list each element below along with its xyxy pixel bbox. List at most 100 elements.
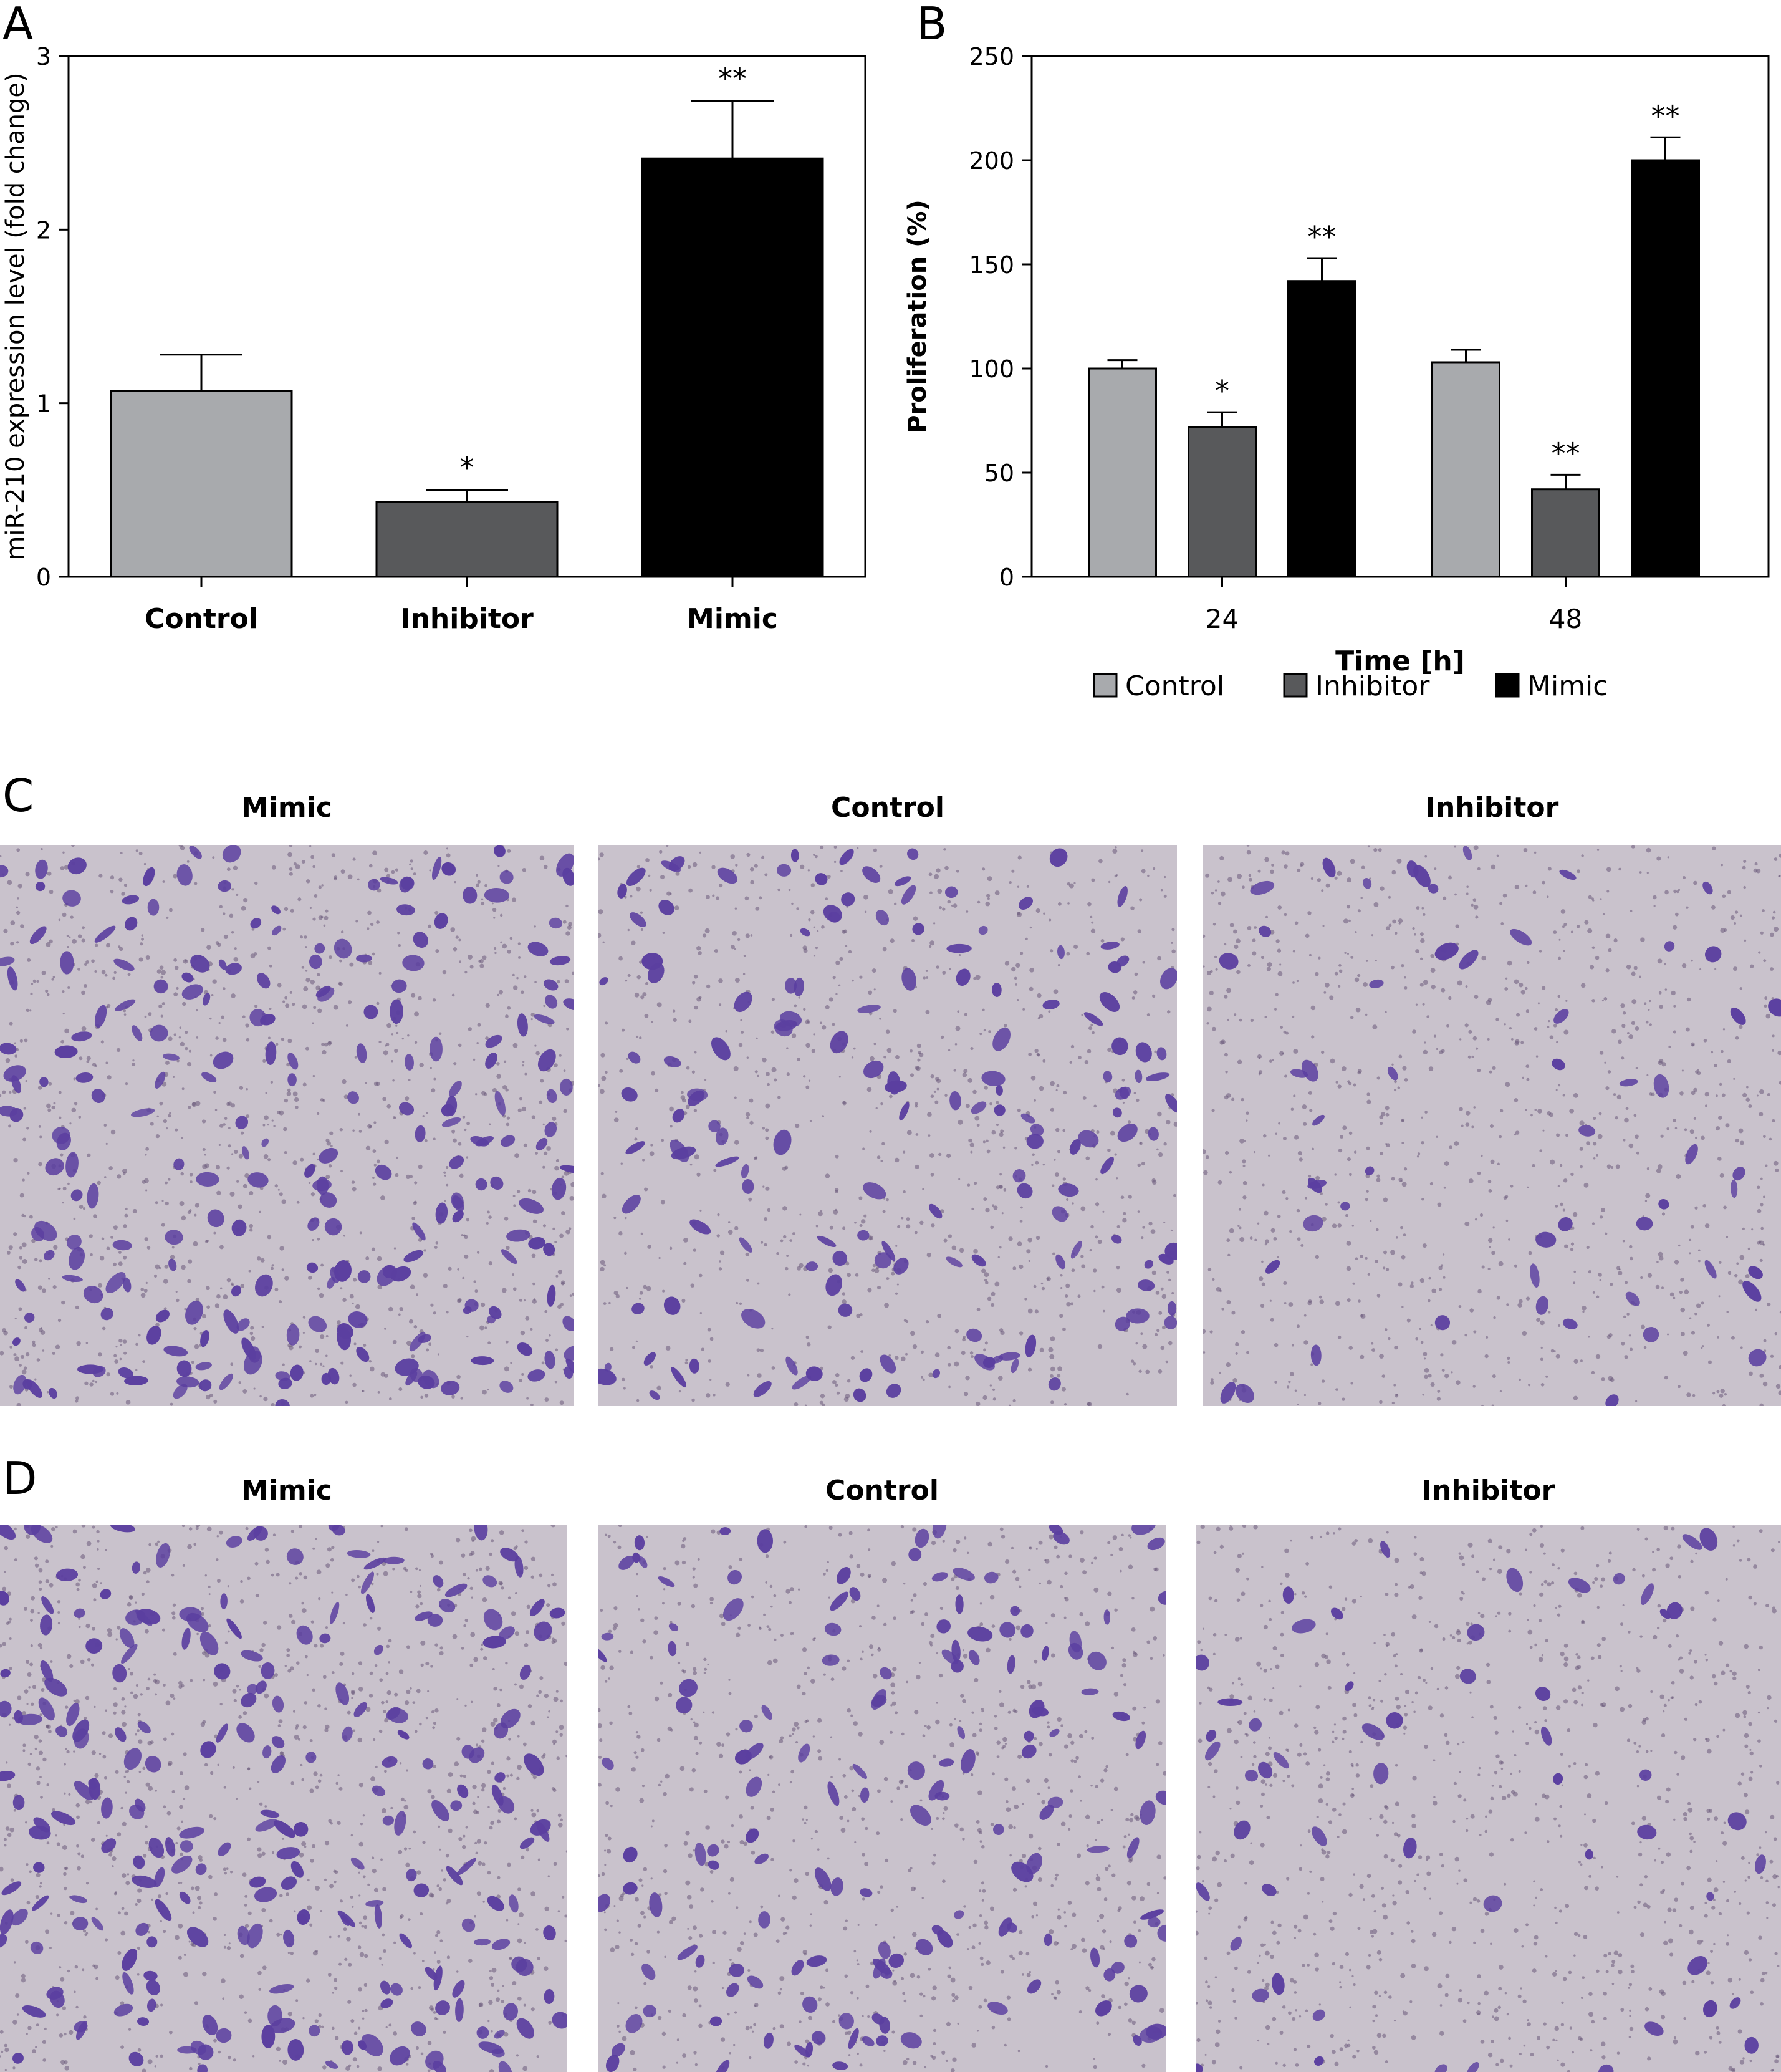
debris-dot [348,1962,352,1967]
debris-dot [192,1102,196,1106]
debris-dot [1134,1652,1137,1655]
debris-dot [1701,1345,1704,1347]
debris-dot [196,1632,199,1636]
debris-dot [1779,853,1781,858]
debris-dot [1277,905,1282,910]
debris-dot [1474,1218,1477,1221]
debris-dot [355,1304,360,1309]
debris-dot [132,1063,136,1066]
stained-cell [1020,1113,1035,1124]
debris-dot [1237,1059,1242,1064]
debris-dot [1297,1403,1299,1406]
debris-dot [310,1858,314,1863]
debris-dot [625,979,628,982]
micrograph-title-d-control: Control [825,1475,939,1506]
debris-dot [731,945,735,950]
debris-dot [714,948,718,953]
debris-dot [333,1869,337,1873]
debris-dot [87,1657,91,1662]
debris-dot [1719,1173,1724,1178]
debris-dot [142,1766,146,1770]
debris-dot [416,1870,421,1875]
debris-dot [1335,1301,1340,1306]
debris-dot [796,1266,801,1271]
debris-dot [915,1104,918,1108]
debris-dot [481,1727,487,1732]
debris-dot [412,1701,416,1704]
stained-cell [71,1031,92,1042]
debris-dot [1065,1294,1068,1298]
debris-dot [118,877,123,882]
debris-dot [1009,1954,1013,1959]
debris-dot [388,1306,393,1312]
debris-dot [847,1379,851,1383]
debris-dot [1777,1050,1781,1056]
debris-dot [334,875,338,879]
debris-dot [42,2040,46,2045]
debris-dot [1769,1137,1772,1141]
debris-dot [1403,1233,1406,1236]
debris-dot [184,1308,186,1311]
debris-dot [38,1739,42,1743]
debris-dot [699,1312,703,1314]
debris-dot [75,1399,79,1403]
debris-dot [392,1339,397,1344]
debris-dot [1626,1313,1630,1316]
stained-cell [1111,1235,1122,1244]
debris-dot [992,1388,996,1391]
stained-cell [348,1311,368,1328]
debris-dot [328,1819,332,1823]
debris-dot [1203,1329,1206,1334]
debris-dot [943,1238,948,1243]
stained-cell [435,1202,448,1224]
stained-cell [1312,1114,1325,1126]
debris-dot [1072,1912,1077,1917]
debris-dot [213,1091,216,1094]
debris-dot [1703,1039,1707,1043]
debris-dot [649,1151,655,1157]
debris-dot [1588,1270,1591,1274]
debris-dot [599,852,604,857]
stained-cell [450,1800,463,1811]
debris-dot [1722,1404,1726,1406]
debris-dot [1542,880,1545,885]
debris-dot [213,1681,218,1687]
debris-dot [314,1394,317,1397]
debris-dot [1284,913,1287,917]
debris-dot [1210,970,1213,973]
debris-dot [1599,1215,1603,1219]
debris-dot [279,1246,284,1251]
stained-cell [55,1568,79,1582]
debris-dot [984,1341,988,1345]
debris-dot [1774,857,1778,861]
debris-dot [193,1241,198,1246]
debris-dot [915,1164,919,1169]
debris-dot [991,1291,996,1296]
debris-dot [143,862,146,865]
debris-dot [373,1887,378,1892]
debris-dot [1539,1149,1543,1153]
debris-dot [1749,1371,1753,1376]
debris-dot [1249,1236,1253,1240]
debris-dot [1556,1041,1558,1044]
debris-dot [1261,1282,1265,1286]
debris-dot [1666,1127,1669,1130]
debris-dot [433,1722,436,1725]
debris-dot [929,940,935,946]
debris-dot [299,1571,302,1576]
stained-cell [176,1360,192,1377]
debris-dot [519,1298,522,1302]
debris-dot [1308,1299,1312,1303]
debris-dot [27,1172,30,1175]
debris-dot [1757,1185,1760,1190]
debris-dot [1526,1077,1530,1081]
debris-dot [253,952,257,956]
debris-dot [1477,1171,1481,1175]
debris-dot [1361,865,1365,869]
debris-dot [89,1382,94,1387]
debris-dot [34,1378,37,1381]
debris-dot [82,926,85,930]
debris-dot [1078,1056,1082,1059]
debris-dot [242,1711,247,1715]
debris-dot [709,1601,713,1605]
